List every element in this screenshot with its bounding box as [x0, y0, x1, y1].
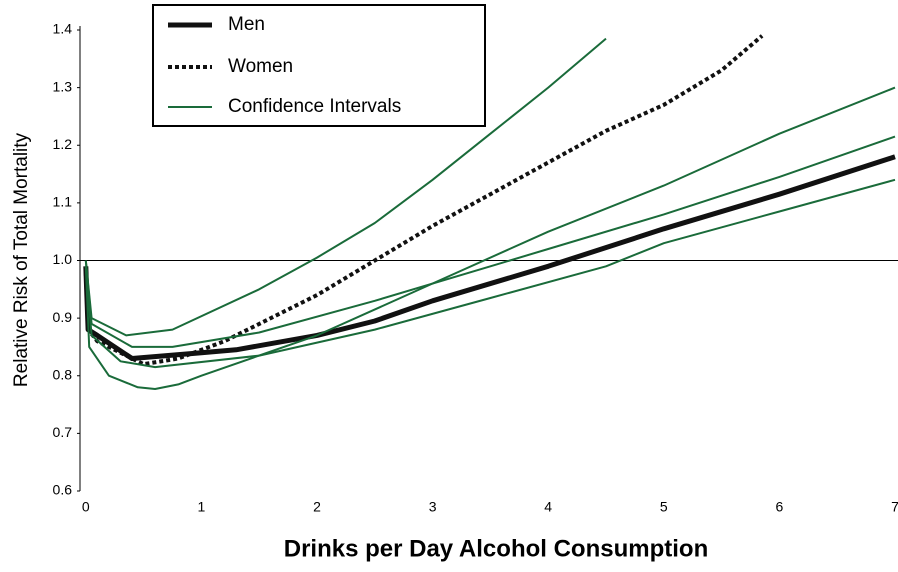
x-tick-label: 3 [429, 499, 437, 515]
x-tick-label: 5 [660, 499, 668, 515]
x-axis-label: Drinks per Day Alcohol Consumption [284, 535, 709, 562]
series-line [83, 34, 764, 367]
y-tick-label: 1.0 [53, 251, 73, 267]
y-tick-label: 0.9 [53, 309, 73, 325]
series-line [84, 135, 896, 348]
y-tick-label: 0.7 [53, 424, 73, 440]
series-line [84, 178, 896, 369]
y-tick-label: 0.8 [53, 366, 73, 382]
y-axis-label: Relative Risk of Total Mortality [11, 132, 32, 387]
x-tick-label: 2 [313, 499, 321, 515]
y-tick-label: 1.2 [53, 136, 73, 152]
x-tick-label: 0 [82, 499, 90, 515]
y-tick-label: 0.6 [53, 482, 73, 498]
x-tick-label: 7 [891, 499, 898, 515]
y-tick-label: 1.3 [53, 78, 73, 94]
legend-label: Confidence Intervals [228, 96, 401, 117]
x-tick-label: 1 [197, 499, 205, 515]
legend-label: Men [228, 14, 265, 35]
y-tick-label: 1.4 [53, 21, 73, 37]
legend-label: Women [228, 56, 293, 77]
series-line [84, 86, 896, 390]
x-tick-label: 6 [775, 499, 783, 515]
x-tick-label: 4 [544, 499, 552, 515]
y-tick-label: 1.1 [53, 194, 73, 210]
series-line [84, 37, 607, 337]
